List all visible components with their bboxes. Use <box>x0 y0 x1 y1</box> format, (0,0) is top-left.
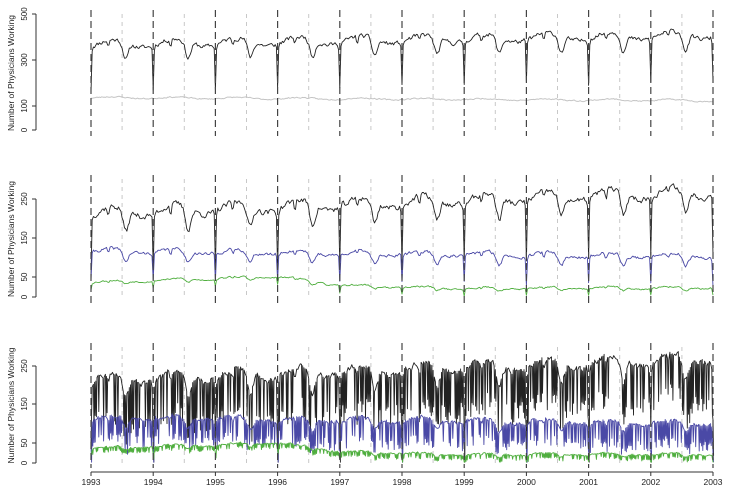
y-axis-label: Number of Physicians Working <box>6 181 16 297</box>
y-tick-label: 250 <box>20 192 29 206</box>
green-series-line <box>90 441 714 463</box>
y-tick-label: 250 <box>20 359 29 373</box>
y-tick-label: 0 <box>20 127 29 132</box>
y-tick-label: 500 <box>20 7 29 21</box>
x-tick-label: 2001 <box>579 477 598 487</box>
panel-middle: Number of Physicians Working 0 50 150 250 <box>6 175 714 303</box>
x-tick-label: 1997 <box>330 477 349 487</box>
y-axis-label: Number of Physicians Working <box>6 15 16 131</box>
y-tick-label: 150 <box>20 397 29 411</box>
y-tick-label: 50 <box>20 272 29 281</box>
blue-series-line <box>90 245 714 287</box>
x-tick-label: 1994 <box>144 477 163 487</box>
y-tick-label: 50 <box>20 438 29 447</box>
x-tick-label: 2002 <box>641 477 660 487</box>
x-tick-label: 2003 <box>704 477 723 487</box>
green-series-line <box>90 275 714 297</box>
x-tick-label: 1998 <box>393 477 412 487</box>
x-tick-label: 2000 <box>517 477 536 487</box>
blue-series-line <box>90 413 715 463</box>
panel-top: Number of Physicians Working 0 100 300 500 <box>6 7 714 136</box>
x-tick-label: 1996 <box>268 477 287 487</box>
x-tick-label: 1995 <box>206 477 225 487</box>
y-axis-label: Number of Physicians Working <box>6 347 16 463</box>
total-series-line <box>90 28 714 92</box>
y-tick-label: 0 <box>20 294 29 299</box>
y-tick-label: 100 <box>20 99 29 113</box>
x-tick-label: 1993 <box>82 477 101 487</box>
x-tick-label: 1999 <box>455 477 474 487</box>
y-tick-label: 300 <box>20 53 29 67</box>
total-series-line <box>90 351 715 463</box>
y-tick-label: 0 <box>20 460 29 465</box>
y-tick-label: 150 <box>20 231 29 245</box>
panel-bottom: Number of Physicians Working 0 50 150 250 199… <box>6 343 723 487</box>
